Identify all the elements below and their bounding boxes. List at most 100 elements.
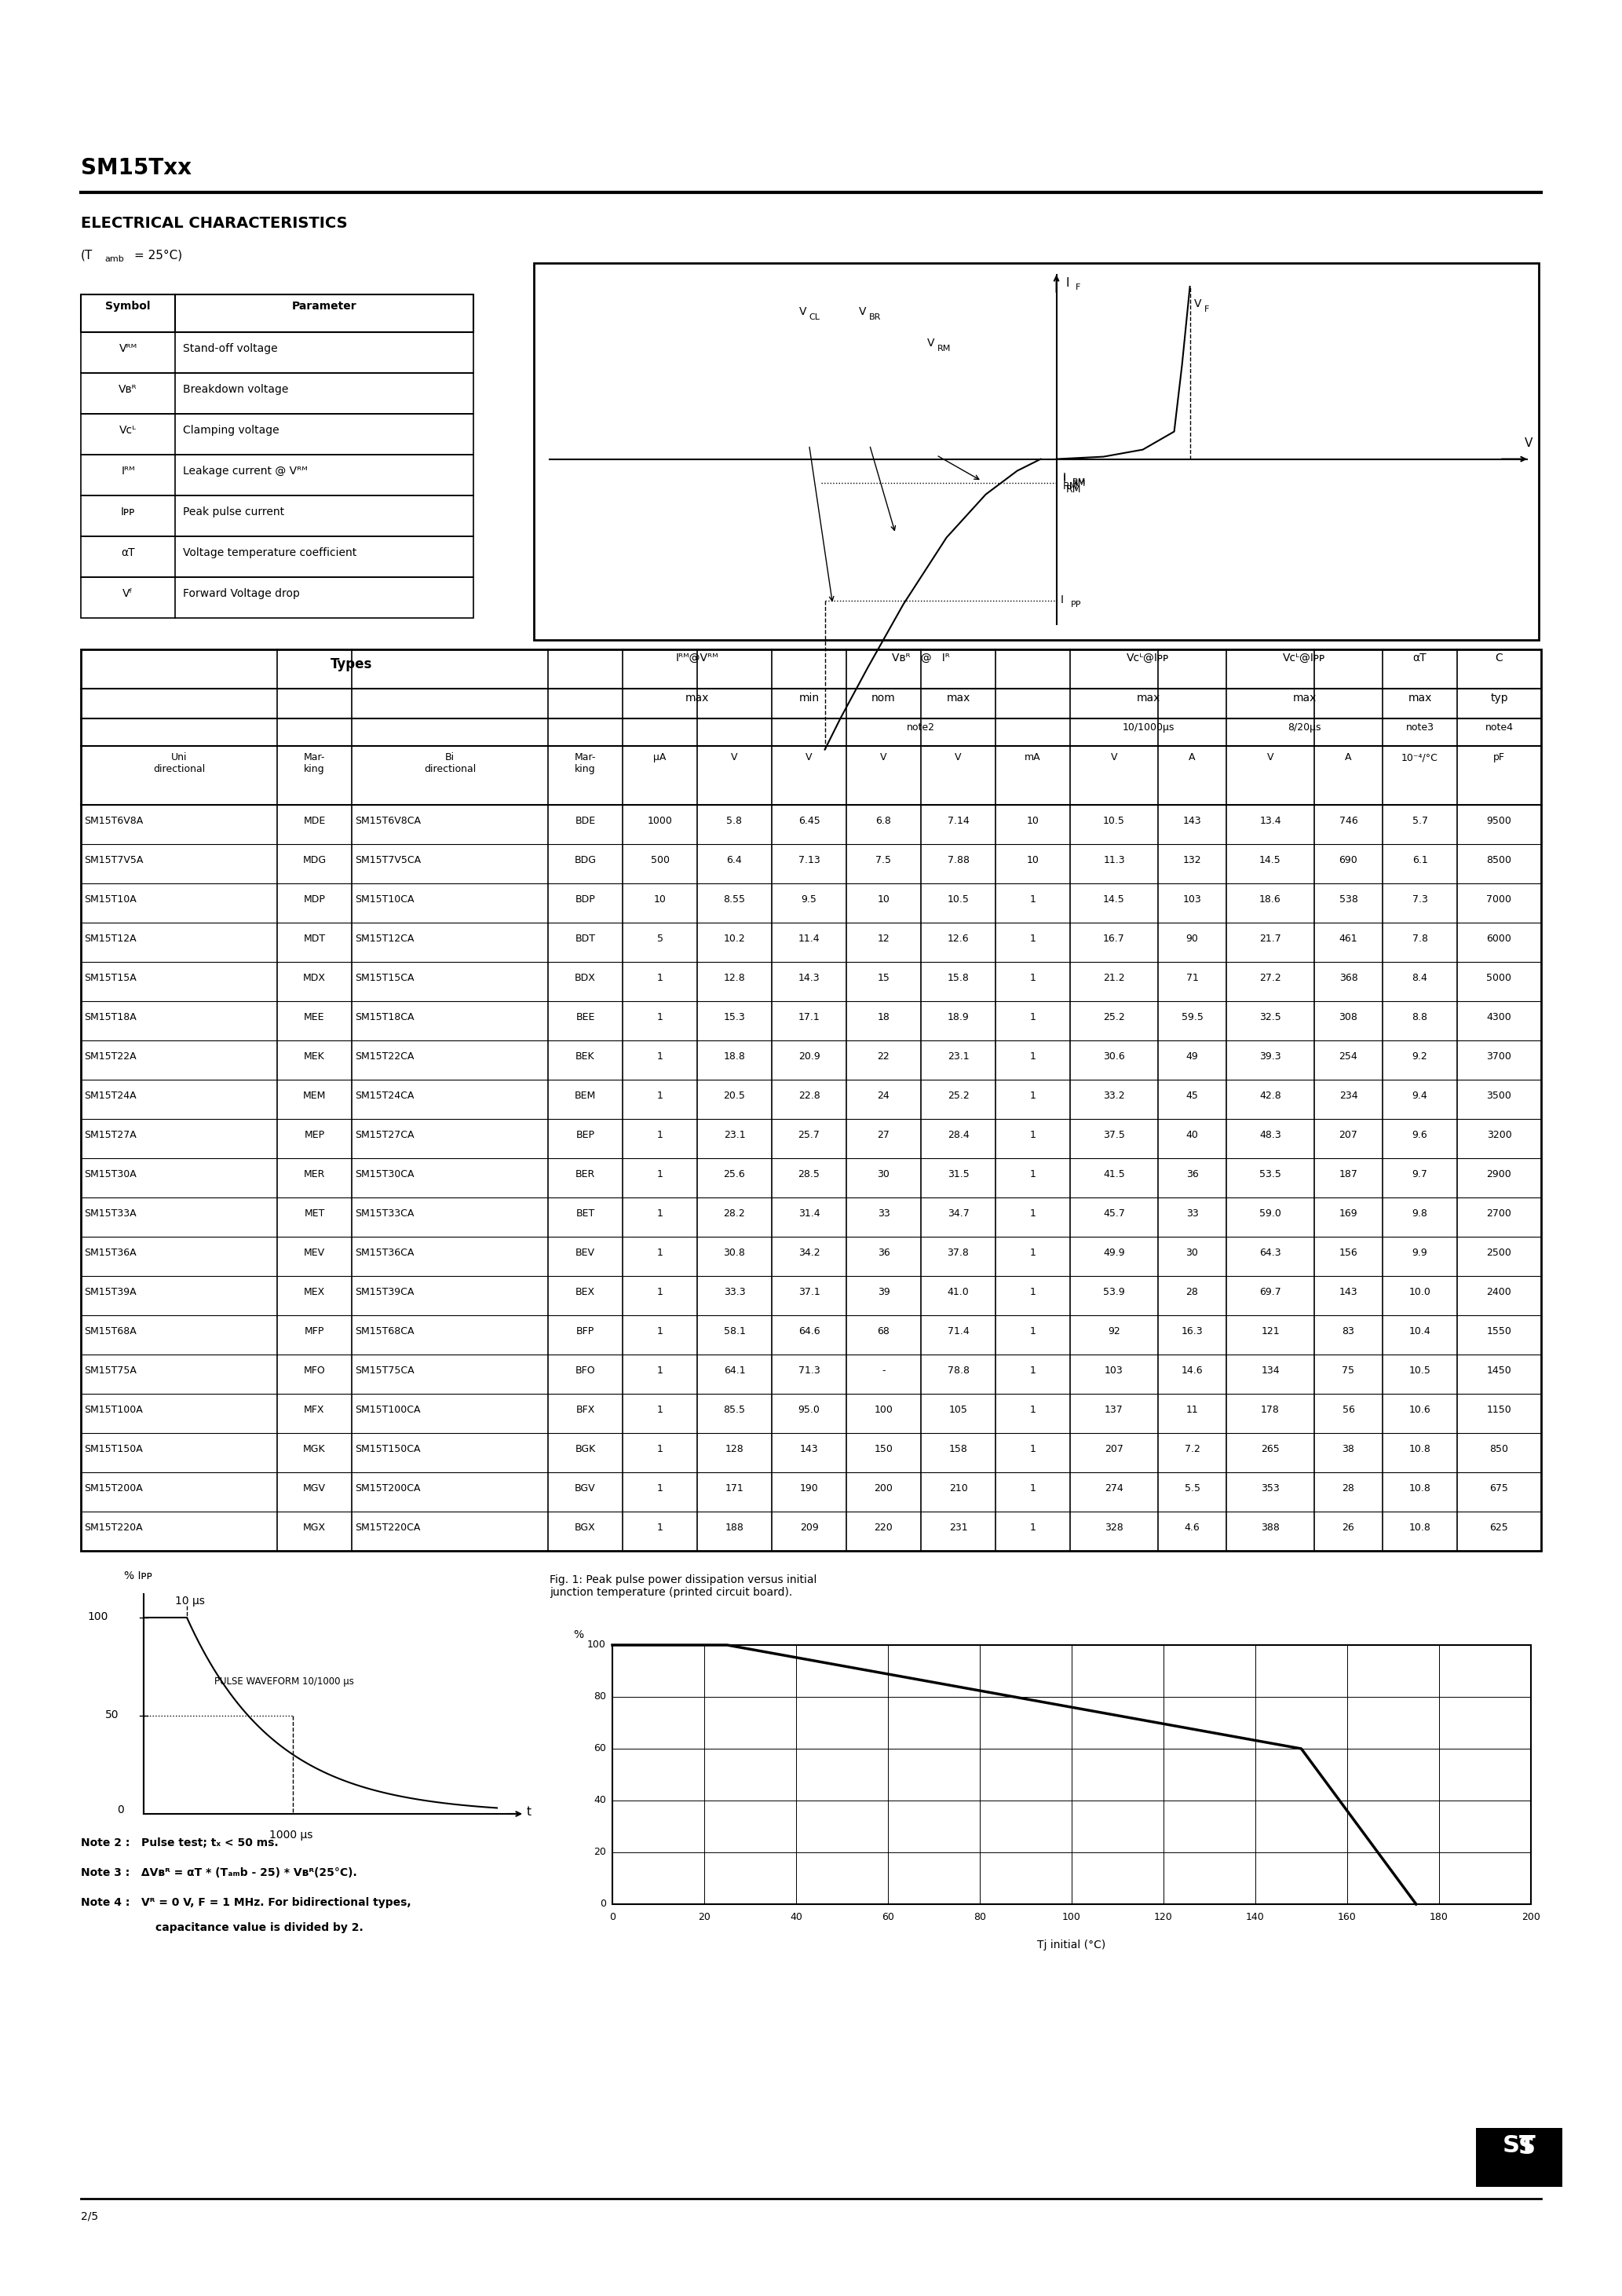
Text: SM15T36CA: SM15T36CA	[355, 1247, 414, 1258]
Text: 13.4: 13.4	[1259, 815, 1281, 827]
Text: V: V	[858, 305, 866, 317]
Text: 85.5: 85.5	[723, 1405, 746, 1414]
Text: CL: CL	[809, 312, 821, 321]
Bar	[81, 496, 474, 537]
Text: 2700: 2700	[1487, 1208, 1512, 1219]
Text: 120: 120	[1155, 1913, 1173, 1922]
Text: MEE: MEE	[303, 1013, 324, 1022]
Text: SM15T15A: SM15T15A	[84, 974, 136, 983]
Text: 9.7: 9.7	[1413, 1169, 1427, 1180]
Text: BEM: BEM	[574, 1091, 595, 1100]
Text: Clamping voltage: Clamping voltage	[183, 425, 279, 436]
Text: SM15T220A: SM15T220A	[84, 1522, 143, 1534]
Text: SM15Txx: SM15Txx	[81, 156, 191, 179]
Text: 1: 1	[1030, 1444, 1036, 1453]
Bar	[81, 372, 474, 413]
Text: Parameter: Parameter	[292, 301, 357, 312]
Text: MGK: MGK	[303, 1444, 326, 1453]
Text: 0: 0	[600, 1899, 607, 1910]
Text: 1: 1	[1030, 1288, 1036, 1297]
Text: 15: 15	[878, 974, 890, 983]
Text: = 25°C): = 25°C)	[135, 248, 182, 262]
Text: μA: μA	[654, 753, 667, 762]
Text: Vʙᴿ   @   Iᴿ: Vʙᴿ @ Iᴿ	[892, 652, 950, 664]
Text: 7.5: 7.5	[876, 854, 892, 866]
Text: 7.13: 7.13	[798, 854, 821, 866]
Text: 34.2: 34.2	[798, 1247, 819, 1258]
Text: 1: 1	[657, 1091, 663, 1100]
Text: 28: 28	[1186, 1288, 1199, 1297]
Text: 0: 0	[117, 1805, 123, 1816]
Text: 1: 1	[1030, 1483, 1036, 1492]
Text: 4.6: 4.6	[1184, 1522, 1200, 1534]
Text: 8500: 8500	[1487, 854, 1512, 866]
Text: 20: 20	[697, 1913, 710, 1922]
Text: 64.3: 64.3	[1259, 1247, 1281, 1258]
Text: 36: 36	[1186, 1169, 1199, 1180]
Text: BEP: BEP	[576, 1130, 595, 1141]
Text: BDE: BDE	[576, 815, 595, 827]
Text: 1: 1	[1030, 1405, 1036, 1414]
Text: 41.0: 41.0	[947, 1288, 968, 1297]
Text: MDX: MDX	[303, 974, 326, 983]
Text: max: max	[1408, 693, 1432, 703]
Text: SM15T6V8CA: SM15T6V8CA	[355, 815, 420, 827]
Text: 27: 27	[878, 1130, 890, 1141]
Text: Note 4 :   Vᴿ = 0 V, F = 1 MHz. For bidirectional types,: Note 4 : Vᴿ = 0 V, F = 1 MHz. For bidire…	[81, 1896, 410, 1908]
Text: 27.2: 27.2	[1259, 974, 1281, 983]
Text: SM15T24CA: SM15T24CA	[355, 1091, 414, 1100]
Text: MER: MER	[303, 1169, 324, 1180]
Text: 6.8: 6.8	[876, 815, 892, 827]
Text: 10/1000μs: 10/1000μs	[1122, 723, 1174, 732]
Text: 207: 207	[1340, 1130, 1358, 1141]
Text: MDT: MDT	[303, 934, 326, 944]
Text: F: F	[1204, 305, 1208, 312]
Text: 5: 5	[657, 934, 663, 944]
Text: Mar-
king: Mar- king	[303, 753, 324, 774]
Text: RM: RM	[1072, 480, 1085, 487]
Text: 21.2: 21.2	[1103, 974, 1126, 983]
Text: 10.8: 10.8	[1410, 1444, 1431, 1453]
Text: 16.3: 16.3	[1181, 1327, 1204, 1336]
Text: 1: 1	[657, 1247, 663, 1258]
Text: Peak pulse current: Peak pulse current	[183, 507, 284, 517]
Text: 60: 60	[594, 1743, 607, 1754]
Text: SM15T10A: SM15T10A	[84, 895, 136, 905]
Text: MDE: MDE	[303, 815, 326, 827]
Text: 75: 75	[1341, 1366, 1354, 1375]
Text: Vᶠ: Vᶠ	[123, 588, 133, 599]
Text: 10.8: 10.8	[1410, 1483, 1431, 1492]
Text: RM: RM	[1062, 482, 1079, 491]
Text: 10 μs: 10 μs	[175, 1596, 204, 1607]
Text: SM15T30CA: SM15T30CA	[355, 1169, 414, 1180]
Text: MEV: MEV	[303, 1247, 324, 1258]
Text: 5000: 5000	[1487, 974, 1512, 983]
Text: 32.5: 32.5	[1259, 1013, 1281, 1022]
Text: t: t	[527, 1807, 532, 1818]
Text: BEK: BEK	[576, 1052, 595, 1061]
Text: 9.4: 9.4	[1413, 1091, 1427, 1100]
Text: 21.7: 21.7	[1259, 934, 1281, 944]
Text: 538: 538	[1340, 895, 1358, 905]
Text: 34.7: 34.7	[947, 1208, 968, 1219]
Text: 4300: 4300	[1487, 1013, 1512, 1022]
Text: 1150: 1150	[1487, 1405, 1512, 1414]
Text: 11.4: 11.4	[798, 934, 819, 944]
Text: αT: αT	[1413, 652, 1427, 664]
Text: SM15T27A: SM15T27A	[84, 1130, 136, 1141]
Text: SM15T7V5A: SM15T7V5A	[84, 854, 143, 866]
Text: SM15T68A: SM15T68A	[84, 1327, 136, 1336]
Text: 675: 675	[1489, 1483, 1508, 1492]
Text: Vᴄᴸ@Iᴘᴘ: Vᴄᴸ@Iᴘᴘ	[1127, 652, 1169, 664]
Text: 53.5: 53.5	[1259, 1169, 1281, 1180]
Text: 80: 80	[594, 1692, 607, 1701]
Text: 68: 68	[878, 1327, 890, 1336]
Text: SM15T33A: SM15T33A	[84, 1208, 136, 1219]
Text: Note 2 :   Pulse test; tₓ < 50 ms.: Note 2 : Pulse test; tₓ < 50 ms.	[81, 1837, 279, 1848]
Text: 2500: 2500	[1487, 1247, 1512, 1258]
Text: I: I	[1062, 471, 1066, 482]
Text: 12.8: 12.8	[723, 974, 746, 983]
Text: 5.8: 5.8	[727, 815, 743, 827]
Text: 25.2: 25.2	[1103, 1013, 1126, 1022]
Text: 53.9: 53.9	[1103, 1288, 1126, 1297]
